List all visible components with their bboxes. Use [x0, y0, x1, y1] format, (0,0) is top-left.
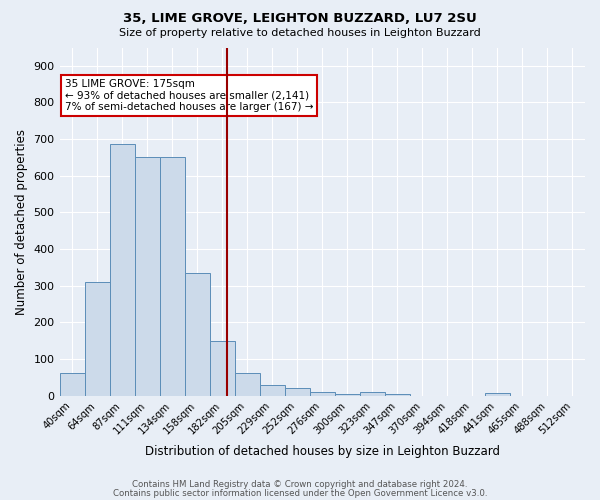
Y-axis label: Number of detached properties: Number of detached properties: [15, 128, 28, 314]
Bar: [385, 394, 410, 396]
Bar: [85, 282, 110, 396]
Bar: [285, 388, 310, 396]
Bar: [360, 392, 385, 396]
Bar: [235, 372, 260, 396]
X-axis label: Distribution of detached houses by size in Leighton Buzzard: Distribution of detached houses by size …: [145, 444, 500, 458]
Bar: [260, 384, 285, 396]
Text: Contains HM Land Registry data © Crown copyright and database right 2024.: Contains HM Land Registry data © Crown c…: [132, 480, 468, 489]
Text: 35, LIME GROVE, LEIGHTON BUZZARD, LU7 2SU: 35, LIME GROVE, LEIGHTON BUZZARD, LU7 2S…: [123, 12, 477, 26]
Bar: [185, 273, 209, 396]
Bar: [485, 393, 510, 396]
Text: 35 LIME GROVE: 175sqm
← 93% of detached houses are smaller (2,141)
7% of semi-de: 35 LIME GROVE: 175sqm ← 93% of detached …: [65, 79, 313, 112]
Text: Size of property relative to detached houses in Leighton Buzzard: Size of property relative to detached ho…: [119, 28, 481, 38]
Bar: [134, 158, 160, 396]
Bar: [209, 340, 235, 396]
Bar: [310, 392, 335, 396]
Bar: [110, 144, 134, 396]
Bar: [160, 158, 185, 396]
Text: Contains public sector information licensed under the Open Government Licence v3: Contains public sector information licen…: [113, 489, 487, 498]
Bar: [59, 372, 85, 396]
Bar: [335, 394, 360, 396]
